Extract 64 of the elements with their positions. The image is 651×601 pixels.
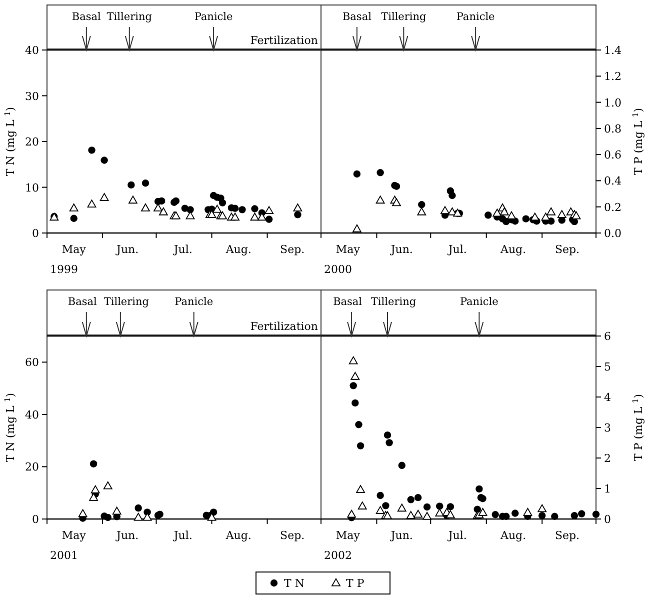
text: Tillering: [104, 296, 150, 308]
x-tick-label: Jul.: [172, 529, 192, 542]
y2-tick-label: 1.4: [604, 44, 622, 57]
text: Basal: [68, 296, 98, 308]
x-tick-label: Sep.: [554, 529, 580, 542]
x-tick-label: May: [336, 243, 361, 256]
x-tick-label: Jun.: [116, 243, 139, 256]
x-tick-label: Jul.: [172, 243, 192, 256]
y-tick-label: 10: [25, 181, 39, 194]
y2-tick-label: 1: [604, 482, 611, 496]
y2-tick-label: 0.2: [604, 200, 622, 214]
text: Tillering: [106, 11, 152, 23]
text: Panicle: [456, 11, 495, 23]
x-tick-label: Jul.: [447, 243, 467, 256]
x-tick-label: Sep.: [280, 243, 305, 256]
y-tick-label: 60: [25, 356, 39, 370]
y2-tick-label: 0.4: [604, 174, 622, 188]
y-tick-label: 0: [32, 513, 39, 526]
y2-tick-label: 1.0: [604, 96, 622, 110]
y-tick-label: 40: [25, 44, 39, 57]
x-tick-label: May: [62, 243, 87, 256]
text: Tillering: [381, 11, 427, 23]
text: Panicle: [174, 296, 214, 308]
x-tick-label: Aug.: [224, 529, 252, 542]
text: 2002: [324, 549, 352, 562]
y-tick-label: 0: [32, 227, 39, 240]
text: 2001: [50, 549, 78, 562]
legend-label: T N: [284, 577, 305, 590]
text: 1999: [50, 263, 78, 276]
text: Basal: [342, 11, 372, 23]
x-tick-label: Aug.: [500, 529, 526, 542]
y2-tick-label: 1.2: [604, 70, 622, 84]
y2-tick-label: 3: [604, 422, 611, 434]
y-tick-label: 30: [25, 90, 39, 103]
x-tick-label: Sep.: [554, 243, 580, 256]
y2-tick-label: 0.0: [604, 227, 622, 240]
y-tick-label: 20: [25, 136, 39, 148]
x-tick-label: Jun.: [390, 243, 413, 256]
legend-label: T P: [346, 577, 365, 590]
text: Fertilization: [250, 320, 318, 333]
x-tick-label: Jun.: [116, 529, 139, 542]
x-tick-label: Aug.: [500, 243, 526, 256]
x-tick-label: May: [62, 529, 87, 542]
text: 2000: [324, 263, 352, 276]
text: Basal: [72, 11, 102, 23]
text: Panicle: [460, 296, 498, 308]
y-tick-label: 40: [25, 408, 39, 422]
y2-tick-label: 2: [604, 452, 611, 465]
text: Fertilization: [250, 34, 318, 47]
text: Panicle: [194, 11, 233, 23]
x-tick-label: Jul.: [447, 529, 467, 542]
text: Tillering: [370, 296, 416, 308]
x-tick-label: Aug.: [224, 243, 252, 256]
x-tick-label: Sep.: [280, 529, 305, 542]
x-tick-label: May: [336, 529, 361, 542]
y2-tick-label: 0.8: [604, 122, 622, 136]
y2-tick-label: 4: [604, 391, 611, 404]
text: Basal: [333, 296, 363, 308]
y2-tick-label: 5: [604, 360, 611, 374]
y2-tick-label: 0: [604, 513, 611, 526]
x-tick-label: Jun.: [390, 529, 413, 542]
y2-tick-label: 6: [604, 330, 611, 343]
y-tick-label: 20: [25, 460, 39, 474]
y2-tick-label: 0.6: [604, 148, 622, 162]
